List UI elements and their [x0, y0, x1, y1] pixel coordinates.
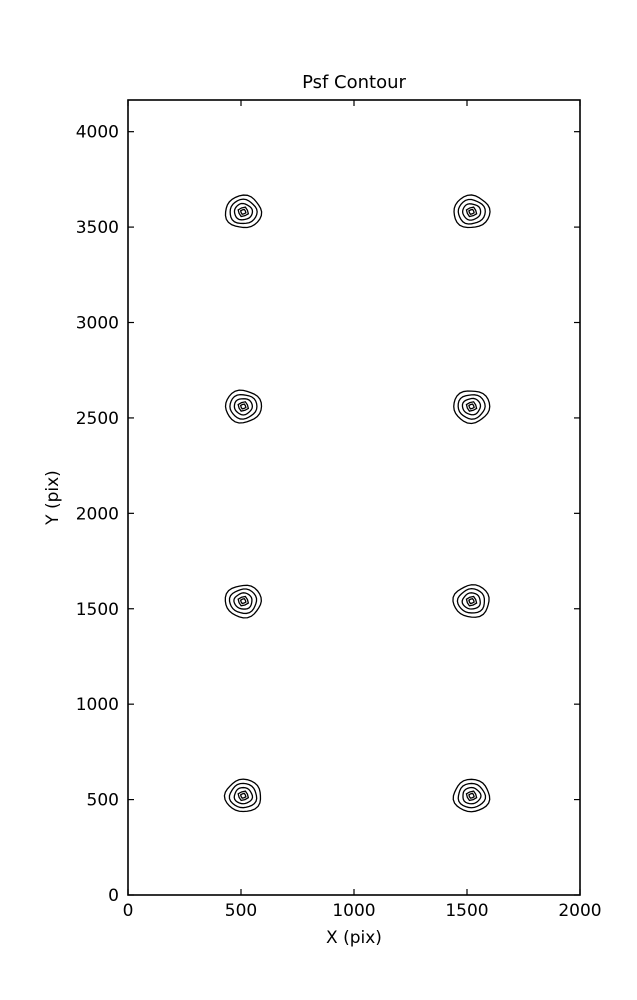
psf-source-contour [224, 194, 263, 229]
plot-title-group: Psf Contour [302, 72, 406, 93]
y-tick-label: 1500 [76, 600, 119, 620]
y-tick-label: 500 [87, 791, 119, 811]
axes-frame [127, 99, 581, 896]
contour-level-4 [239, 403, 247, 410]
contour-sources-group [223, 194, 491, 813]
psf-source-contour [452, 778, 491, 813]
contour-level-2 [461, 397, 482, 416]
psf-source-contour [452, 584, 490, 618]
contour-level-2 [233, 592, 253, 610]
contour-level-1 [456, 587, 486, 614]
contour-level-1 [457, 394, 486, 420]
x-tick-label: 1500 [445, 901, 488, 921]
contour-level-0 [452, 584, 490, 618]
psf-source-contour [223, 778, 262, 813]
psf-source-contour [453, 390, 491, 425]
contour-level-3 [237, 790, 250, 802]
contour-level-0 [223, 778, 262, 813]
y-axis-ticks-group: 0 500 1000 1500 2000 2500 3000 3500 4000 [76, 123, 580, 906]
psf-source-contour [224, 584, 262, 619]
y-axis-label-group: Y (pix) [43, 470, 63, 526]
x-tick-label: 1000 [332, 901, 375, 921]
contour-level-0 [224, 194, 263, 229]
psf-source-contour [453, 194, 491, 229]
x-tick-label: 2000 [558, 901, 601, 921]
x-axis-label: X (pix) [326, 928, 382, 948]
contour-level-2 [462, 786, 482, 805]
contour-level-1 [228, 782, 258, 809]
x-tick-label: 500 [225, 901, 257, 921]
contour-level-1 [229, 198, 258, 225]
contour-level-2 [461, 203, 482, 221]
contour-level-3 [237, 401, 250, 412]
contour-level-4 [239, 792, 247, 799]
contour-level-2 [233, 202, 254, 221]
y-tick-label: 2500 [76, 409, 119, 429]
contour-level-2 [461, 592, 481, 610]
contour-level-3 [465, 401, 478, 412]
contour-level-4 [468, 208, 475, 215]
contour-level-1 [457, 198, 486, 225]
contour-level-3 [465, 206, 478, 218]
y-tick-label: 4000 [76, 123, 119, 143]
contour-level-4 [239, 208, 247, 215]
contour-level-3 [237, 595, 250, 607]
contour-level-0 [224, 389, 263, 424]
contour-level-3 [237, 206, 250, 218]
contour-level-1 [457, 782, 487, 809]
contour-level-0 [453, 390, 491, 425]
contour-level-1 [229, 393, 258, 420]
contour-level-2 [233, 398, 254, 416]
x-axis-ticks-group: 0 500 1000 1500 2000 [123, 100, 602, 921]
contour-level-3 [465, 595, 478, 607]
y-tick-label: 3000 [76, 314, 119, 334]
contour-level-4 [239, 598, 247, 605]
y-tick-label: 0 [108, 886, 119, 906]
axes-frame-group [127, 99, 581, 896]
y-tick-label: 3500 [76, 218, 119, 238]
contour-level-4 [468, 403, 475, 410]
contour-level-0 [224, 584, 262, 619]
x-tick-label: 0 [123, 901, 134, 921]
contour-level-4 [468, 792, 475, 799]
y-tick-label: 1000 [76, 695, 119, 715]
y-tick-label: 2000 [76, 504, 119, 524]
psf-source-contour [224, 389, 263, 424]
contour-level-0 [452, 778, 491, 813]
contour-level-2 [233, 786, 254, 805]
contour-level-1 [228, 588, 258, 615]
x-axis-label-group: X (pix) [326, 928, 382, 948]
contour-level-4 [468, 598, 475, 605]
contour-level-3 [465, 790, 478, 802]
plot-title: Psf Contour [302, 72, 406, 93]
contour-level-0 [453, 194, 491, 229]
y-axis-label: Y (pix) [43, 470, 63, 526]
